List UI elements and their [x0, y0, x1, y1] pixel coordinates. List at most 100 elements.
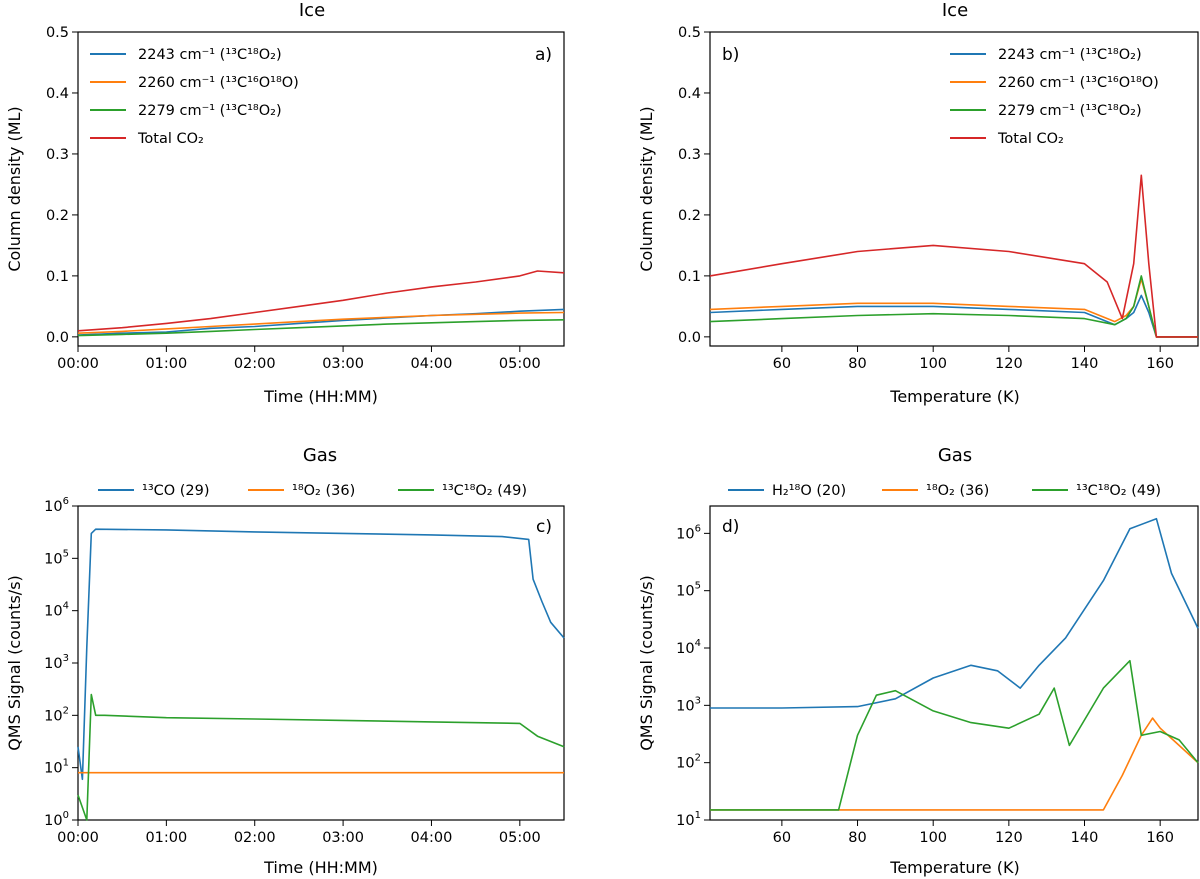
panel-c-ylabel: QMS Signal (counts/s): [5, 575, 24, 751]
legend-label: 2260 cm⁻¹ (¹³C¹⁶O¹⁸O): [998, 75, 1159, 91]
panel-b-xlabel: Temperature (K): [889, 387, 1019, 406]
panel-a-frame: [77, 31, 565, 347]
legend-label: Total CO₂: [997, 131, 1064, 147]
legend-label: ¹³C¹⁸O₂ (49): [442, 483, 527, 499]
x-tick-label: 100: [919, 356, 947, 372]
panel-a-ticks: 00:00 01:00 02:00 03:00 04:00 05:00 0.0 …: [46, 25, 541, 372]
panel-a-label: a): [535, 45, 552, 65]
y-tick-label: 101: [676, 810, 701, 829]
y-tick-label: 0.5: [678, 25, 701, 41]
series-line-c: [77, 528, 565, 781]
series-line-a: [77, 308, 565, 336]
y-tick-label: 0.2: [678, 208, 701, 224]
x-tick-label: 100: [919, 830, 947, 846]
series-line-a: [77, 270, 565, 332]
panel-b-ylabel: Column density (ML): [637, 106, 656, 271]
panel-a: Ice a) Column density (ML) Time (HH:MM) …: [5, 0, 565, 406]
legend-label: ¹³CO (29): [142, 483, 210, 499]
legend-label: 2243 cm⁻¹ (¹³C¹⁸O₂): [138, 47, 282, 63]
y-tick-label: 101: [44, 758, 69, 777]
legend-label: 2279 cm⁻¹ (¹³C¹⁸O₂): [138, 103, 282, 119]
x-tick-label: 60: [773, 830, 791, 846]
panel-d-ticks: 60 80 100 120 140 160 101 102 103 104 10…: [676, 523, 1174, 846]
y-tick-label: 0.3: [678, 147, 701, 163]
panel-b-title: Ice: [942, 0, 968, 21]
x-tick-label: 80: [848, 830, 866, 846]
x-tick-label: 01:00: [145, 356, 187, 372]
panel-c-legend: ¹³CO (29) ¹⁸O₂ (36) ¹³C¹⁸O₂ (49): [98, 483, 527, 499]
series-line-a: [77, 311, 565, 334]
panel-c-xlabel: Time (HH:MM): [263, 858, 378, 877]
y-tick-label: 0.0: [678, 330, 701, 346]
y-tick-label: 104: [44, 601, 69, 620]
legend-label: ¹⁸O₂ (36): [926, 483, 989, 499]
panel-d-xlabel: Temperature (K): [889, 858, 1019, 877]
x-tick-label: 02:00: [234, 830, 276, 846]
x-tick-label: 140: [1071, 830, 1099, 846]
panel-d-ylabel: QMS Signal (counts/s): [637, 575, 656, 751]
panel-c: Gas c) QMS Signal (counts/s) Time (HH:MM…: [5, 445, 565, 877]
legend-label: 2279 cm⁻¹ (¹³C¹⁸O₂): [998, 103, 1142, 119]
panel-b-legend: 2243 cm⁻¹ (¹³C¹⁸O₂) 2260 cm⁻¹ (¹³C¹⁶O¹⁸O…: [950, 47, 1159, 147]
panel-d: Gas d) QMS Signal (counts/s) Temperature…: [637, 445, 1199, 877]
panel-a-xlabel: Time (HH:MM): [263, 387, 378, 406]
panel-b: Ice b) Column density (ML) Temperature (…: [637, 0, 1199, 406]
series-line-b: [709, 275, 1198, 338]
x-tick-label: 60: [773, 356, 791, 372]
panel-b-ticks: 60 80 100 120 140 160 0.0 0.1 0.2 0.3 0.…: [678, 25, 1174, 372]
legend-label: H₂¹⁸O (20): [772, 483, 846, 499]
panel-b-label: b): [722, 45, 739, 65]
x-tick-label: 01:00: [145, 830, 187, 846]
panel-d-legend: H₂¹⁸O (20) ¹⁸O₂ (36) ¹³C¹⁸O₂ (49): [728, 483, 1161, 499]
y-tick-label: 102: [44, 705, 69, 724]
series-line-a: [77, 319, 565, 337]
y-tick-label: 0.1: [46, 269, 69, 285]
series-line-d: [710, 517, 1199, 709]
x-tick-label: 03:00: [322, 356, 364, 372]
y-tick-label: 105: [676, 581, 701, 600]
series-line-c: [77, 693, 565, 821]
x-tick-label: 04:00: [411, 356, 453, 372]
x-tick-label: 02:00: [234, 356, 276, 372]
y-tick-label: 106: [44, 496, 69, 515]
x-tick-label: 04:00: [411, 830, 453, 846]
panel-d-label: d): [722, 517, 739, 537]
x-tick-label: 03:00: [322, 830, 364, 846]
panel-a-legend: 2243 cm⁻¹ (¹³C¹⁸O₂) 2260 cm⁻¹ (¹³C¹⁶O¹⁸O…: [90, 47, 299, 147]
x-tick-label: 140: [1071, 356, 1099, 372]
panel-c-title: Gas: [303, 445, 337, 466]
x-tick-label: 80: [848, 356, 866, 372]
y-tick-label: 100: [44, 810, 69, 829]
y-tick-label: 0.4: [46, 86, 69, 102]
panel-c-ticks: 00:00 01:00 02:00 03:00 04:00 05:00 100 …: [44, 496, 541, 846]
panel-d-title: Gas: [938, 445, 972, 466]
x-tick-label: 120: [995, 356, 1023, 372]
x-tick-label: 05:00: [499, 830, 541, 846]
y-tick-label: 0.3: [46, 147, 69, 163]
x-tick-label: 00:00: [57, 356, 99, 372]
y-tick-label: 0.1: [678, 269, 701, 285]
panel-a-title: Ice: [299, 0, 325, 21]
y-tick-label: 104: [676, 638, 701, 657]
panel-b-frame: [709, 31, 1199, 347]
panel-a-ylabel: Column density (ML): [5, 106, 24, 271]
y-tick-label: 0.2: [46, 208, 69, 224]
y-tick-label: 103: [676, 695, 701, 714]
x-tick-label: 05:00: [499, 356, 541, 372]
legend-label: ¹⁸O₂ (36): [292, 483, 355, 499]
x-tick-label: 00:00: [57, 830, 99, 846]
x-tick-label: 120: [995, 830, 1023, 846]
y-tick-label: 0.4: [678, 86, 701, 102]
y-tick-label: 105: [44, 548, 69, 567]
legend-label: ¹³C¹⁸O₂ (49): [1076, 483, 1161, 499]
panel-c-label: c): [536, 517, 552, 537]
legend-label: Total CO₂: [137, 131, 204, 147]
series-line-b: [709, 174, 1198, 338]
x-tick-label: 160: [1146, 356, 1174, 372]
legend-label: 2243 cm⁻¹ (¹³C¹⁸O₂): [998, 47, 1142, 63]
series-line-d: [710, 717, 1199, 811]
series-line-d: [710, 659, 1199, 811]
y-tick-label: 0.5: [46, 25, 69, 41]
series-lines: [77, 174, 1199, 821]
